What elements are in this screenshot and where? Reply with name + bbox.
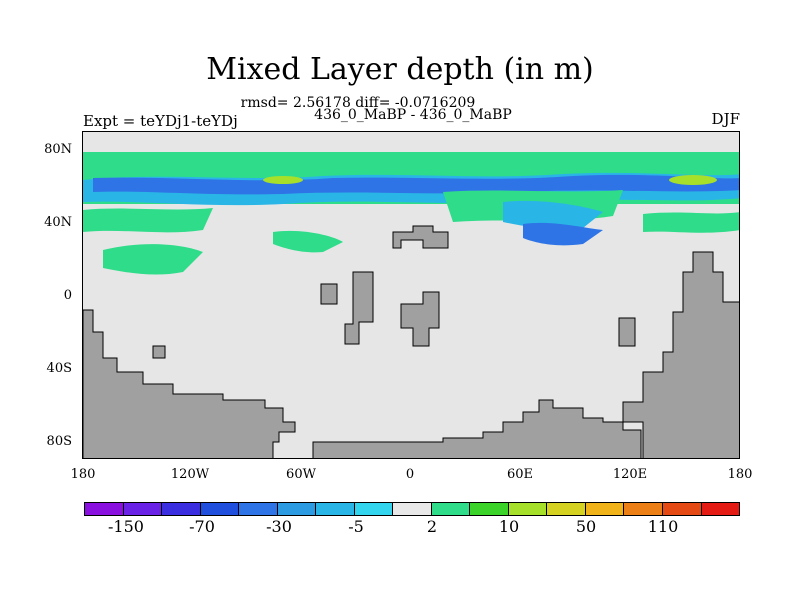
- colorbar-swatch: [393, 503, 432, 515]
- colorbar-swatch: [585, 503, 625, 515]
- colorbar-swatch: [431, 503, 471, 515]
- y-tick-label: 80N: [44, 142, 72, 157]
- season-label: DJF: [711, 110, 740, 128]
- colorbar-swatch: [624, 503, 663, 515]
- colorbar-label: -30: [266, 517, 292, 536]
- land-australia-asia: [622, 251, 739, 458]
- colorbar-swatch: [547, 503, 586, 515]
- colorbar-label: -5: [348, 517, 364, 536]
- experiment-label: Expt = teYDj1-teYDj: [83, 112, 238, 130]
- map-field: [83, 132, 739, 458]
- field-patch-green-4: [643, 212, 739, 233]
- land-europe: [392, 225, 449, 249]
- colorbar-label: -70: [189, 517, 215, 536]
- colorbar-swatch: [354, 503, 394, 515]
- x-tick-label: 180: [727, 467, 753, 482]
- field-patch-green-3: [103, 244, 203, 275]
- map-panel: [82, 131, 740, 459]
- subtitle-runs: 436_0_MaBP - 436_0_MaBP: [314, 107, 512, 123]
- x-tick-label: 0: [405, 467, 415, 482]
- colorbar-label: 50: [575, 517, 597, 536]
- colorbar-label: -150: [108, 517, 144, 536]
- y-tick-label: 80S: [46, 434, 72, 449]
- colorbar-swatch: [200, 503, 240, 515]
- colorbar-label: 2: [426, 517, 438, 536]
- field-band-arctic-green: [83, 152, 739, 170]
- field-patch-green-5: [273, 230, 343, 253]
- field-patch-green-1: [83, 208, 213, 233]
- colorbar-swatch: [701, 503, 740, 515]
- colorbar-label: 10: [498, 517, 520, 536]
- x-tick-label: 120W: [170, 467, 210, 482]
- x-tick-label: 120E: [612, 467, 648, 482]
- colorbar-swatch: [85, 503, 124, 515]
- colorbar-swatch: [123, 503, 163, 515]
- colorbar-swatch: [662, 503, 702, 515]
- colorbar-swatch: [508, 503, 548, 515]
- field-band-north-blue: [93, 174, 739, 195]
- y-tick-label: 40S: [46, 361, 72, 376]
- colorbar-swatch: [277, 503, 317, 515]
- land-antarctica: [312, 399, 642, 458]
- subtitle-stats: rmsd= 2.56178 diff= -0.0716209: [240, 95, 476, 111]
- colorbar-swatch: [162, 503, 201, 515]
- land-island-2: [618, 317, 636, 347]
- field-patch-yellow-1: [263, 176, 303, 184]
- colorbar-swatch: [239, 503, 278, 515]
- chart-title: Mixed Layer depth (in m): [206, 52, 594, 87]
- x-tick-label: 180: [70, 467, 96, 482]
- y-tick-label: 0: [63, 288, 72, 303]
- x-tick-label: 60E: [506, 467, 534, 482]
- colorbar-swatch: [316, 503, 355, 515]
- colorbar-swatch: [470, 503, 509, 515]
- land-south-america-antarctic: [83, 309, 296, 458]
- land-island-1: [320, 283, 338, 305]
- field-patch-blue-1: [523, 222, 603, 246]
- colorbar: [84, 502, 740, 516]
- colorbar-label: 110: [647, 517, 679, 536]
- y-tick-label: 40N: [44, 215, 72, 230]
- field-patch-yellow-2: [669, 175, 717, 185]
- land-island-3: [152, 345, 166, 359]
- land-africa-east: [400, 291, 440, 347]
- field-patch-cyan-1: [503, 200, 603, 230]
- land-africa-west: [344, 271, 374, 345]
- x-tick-label: 60W: [286, 467, 316, 482]
